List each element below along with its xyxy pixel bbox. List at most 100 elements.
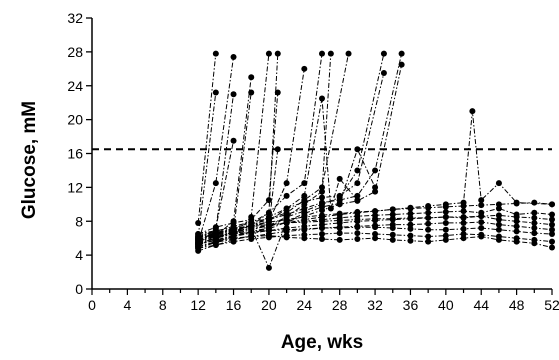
- data-point: [230, 53, 237, 60]
- data-point: [549, 216, 555, 223]
- data-point: [407, 221, 414, 228]
- x-tick-label: 12: [190, 297, 206, 313]
- data-point: [319, 184, 325, 191]
- data-point: [301, 235, 308, 242]
- data-point: [513, 223, 520, 230]
- x-tick-label: 16: [226, 297, 242, 313]
- data-point: [283, 234, 290, 241]
- data-point: [319, 212, 325, 219]
- data-point: [265, 50, 272, 57]
- data-point: [336, 210, 343, 217]
- x-axis-label: Age, wks: [281, 332, 363, 353]
- x-tick-label: 52: [544, 297, 559, 313]
- data-point: [425, 233, 432, 240]
- y-tick-label: 16: [67, 146, 83, 162]
- data-point: [372, 188, 379, 195]
- data-point: [372, 235, 379, 242]
- y-tick-label: 32: [67, 10, 83, 26]
- data-point: [327, 50, 334, 57]
- data-point: [495, 212, 502, 219]
- data-point: [460, 230, 467, 237]
- data-point: [230, 225, 237, 232]
- data-point: [319, 194, 325, 201]
- series-21: [195, 95, 361, 242]
- data-point: [327, 205, 334, 212]
- data-point: [513, 228, 520, 235]
- y-tick-label: 20: [67, 112, 83, 128]
- data-point: [354, 224, 361, 231]
- x-tick-label: 36: [403, 297, 419, 313]
- data-point: [531, 225, 538, 232]
- data-point: [389, 236, 396, 243]
- data-point: [301, 192, 308, 199]
- data-point: [301, 219, 308, 226]
- data-point: [425, 226, 432, 233]
- data-point: [478, 233, 485, 240]
- data-point: [230, 230, 237, 237]
- data-point: [301, 180, 308, 187]
- data-point: [248, 229, 255, 236]
- series-line: [198, 226, 553, 240]
- data-point: [230, 137, 237, 144]
- series-group: [195, 50, 555, 271]
- data-point: [283, 211, 290, 218]
- data-point: [469, 108, 476, 115]
- data-point: [372, 224, 379, 231]
- data-point: [442, 226, 449, 233]
- data-point: [549, 230, 555, 237]
- data-point: [283, 219, 290, 226]
- data-point: [425, 220, 432, 227]
- data-point: [389, 225, 396, 232]
- data-point: [283, 180, 290, 187]
- data-point: [230, 91, 237, 98]
- data-point: [513, 200, 520, 207]
- data-point: [283, 205, 290, 212]
- data-point: [549, 238, 555, 245]
- data-point: [319, 188, 325, 195]
- data-point: [531, 230, 538, 237]
- series-line: [197, 92, 217, 237]
- data-point: [531, 240, 538, 247]
- data-point: [301, 214, 308, 221]
- y-tick-label: 12: [67, 179, 83, 195]
- data-point: [389, 215, 396, 222]
- data-point: [389, 231, 396, 238]
- data-point: [425, 214, 432, 221]
- data-point: [354, 236, 361, 243]
- y-tick-label: 0: [75, 281, 83, 297]
- data-point: [478, 225, 485, 232]
- data-point: [319, 199, 325, 206]
- data-point: [336, 236, 343, 243]
- data-point: [531, 214, 538, 221]
- y-tick-label: 24: [67, 78, 83, 94]
- y-tick-label: 4: [75, 247, 83, 263]
- data-point: [549, 221, 555, 228]
- y-tick-label: 8: [75, 213, 83, 229]
- data-point: [531, 209, 538, 216]
- data-point: [513, 218, 520, 225]
- x-tick-label: 44: [473, 297, 489, 313]
- data-point: [495, 226, 502, 233]
- data-point: [319, 236, 325, 243]
- data-point: [248, 74, 255, 81]
- data-point: [319, 225, 325, 232]
- data-point: [531, 199, 538, 206]
- data-point: [495, 205, 502, 212]
- data-point: [274, 146, 281, 153]
- x-tick-label: 48: [509, 297, 525, 313]
- data-point: [354, 192, 361, 199]
- data-point: [442, 208, 449, 215]
- series-30: [195, 232, 555, 251]
- data-point: [372, 230, 379, 237]
- series-26: [195, 213, 555, 237]
- data-point: [265, 209, 272, 216]
- data-point: [248, 223, 255, 230]
- data-point: [195, 245, 202, 252]
- data-point: [336, 175, 343, 182]
- data-point: [425, 238, 432, 245]
- data-point: [354, 208, 361, 215]
- data-point: [478, 202, 485, 209]
- data-point: [372, 208, 379, 215]
- data-point: [407, 225, 414, 232]
- data-point: [265, 221, 272, 228]
